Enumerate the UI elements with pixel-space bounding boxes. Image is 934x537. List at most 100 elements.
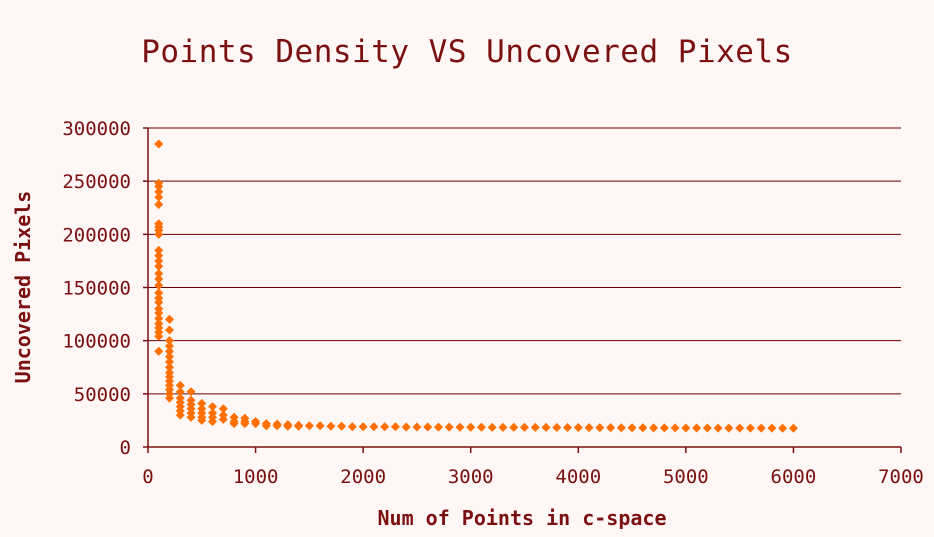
data-point <box>616 423 626 433</box>
data-point <box>584 423 594 433</box>
x-tick-label: 4000 <box>555 466 601 488</box>
data-point <box>165 352 175 362</box>
axes <box>143 127 902 453</box>
data-point <box>649 423 659 433</box>
data-point <box>745 423 755 433</box>
data-point <box>165 314 175 324</box>
y-tick-label: 0 <box>120 437 131 459</box>
data-point <box>412 422 422 432</box>
data-point <box>670 423 680 433</box>
data-point <box>261 421 271 431</box>
data-point <box>380 422 390 432</box>
data-point <box>455 422 465 432</box>
data-point <box>541 422 551 432</box>
data-point <box>423 422 433 432</box>
data-point <box>606 423 616 433</box>
data-point <box>659 423 669 433</box>
data-point <box>627 423 637 433</box>
data-point <box>778 423 788 433</box>
data-point <box>154 313 164 323</box>
x-tick-label: 1000 <box>233 466 279 488</box>
chart-title: Points Density VS Uncovered Pixels <box>141 34 793 70</box>
x-tick-label: 2000 <box>340 466 386 488</box>
data-point <box>487 422 497 432</box>
data-point <box>530 422 540 432</box>
data-point <box>186 387 196 397</box>
data-point <box>713 423 723 433</box>
data-point <box>175 387 185 397</box>
data-point <box>358 422 368 432</box>
data-point <box>573 423 583 433</box>
y-tick-label: 250000 <box>62 171 131 193</box>
data-point <box>218 404 228 414</box>
y-tick-label: 200000 <box>62 224 131 246</box>
data-point <box>251 419 261 429</box>
data-point <box>272 421 282 431</box>
data-point <box>165 393 175 403</box>
data-point <box>154 256 164 266</box>
data-point <box>315 421 325 431</box>
data-point <box>229 419 239 429</box>
data-point <box>788 423 798 433</box>
data-point <box>520 422 529 432</box>
data-point <box>154 346 164 356</box>
data-point <box>466 422 476 432</box>
data-point <box>681 423 691 433</box>
data-point <box>154 229 164 239</box>
data-point <box>154 274 164 284</box>
data-point <box>154 261 164 271</box>
data-point <box>337 421 347 431</box>
x-tick-label: 3000 <box>448 466 494 488</box>
data-point <box>283 421 293 431</box>
grid-lines <box>148 127 901 395</box>
y-tick-label: 150000 <box>62 278 131 300</box>
data-points <box>154 139 798 433</box>
data-point <box>208 402 218 412</box>
tick-labels: 0 50000 100000 150000 200000 250000 300000 0 100… <box>62 118 924 488</box>
x-tick-label: 0 <box>142 466 153 488</box>
data-point <box>154 288 164 298</box>
x-tick-label: 7000 <box>878 466 924 488</box>
data-point <box>735 423 745 433</box>
data-point <box>326 421 336 431</box>
data-point <box>197 398 207 408</box>
data-point <box>509 422 519 432</box>
data-point <box>154 308 164 318</box>
data-point <box>165 325 175 335</box>
data-point <box>154 297 164 307</box>
x-tick-label: 6000 <box>771 466 817 488</box>
data-point <box>208 416 218 426</box>
data-point <box>595 423 605 433</box>
data-point <box>165 362 175 372</box>
data-point <box>498 422 508 432</box>
data-point <box>563 423 573 433</box>
data-point <box>175 410 185 420</box>
data-point <box>186 412 196 422</box>
data-point <box>240 419 250 429</box>
data-point <box>175 380 185 390</box>
data-point <box>638 423 648 433</box>
data-point <box>702 423 712 433</box>
data-point <box>304 421 314 431</box>
data-point <box>154 139 164 149</box>
data-point <box>154 187 164 197</box>
data-point <box>767 423 777 433</box>
data-point <box>154 200 164 210</box>
data-point <box>692 423 702 433</box>
data-point <box>154 245 164 255</box>
data-point <box>724 423 734 433</box>
data-point <box>401 422 411 432</box>
data-point <box>476 422 486 432</box>
data-point <box>154 181 164 191</box>
data-point <box>154 251 164 261</box>
data-point <box>433 422 443 432</box>
data-point <box>154 192 164 202</box>
data-point <box>154 280 164 290</box>
data-point <box>197 415 207 425</box>
y-tick-label: 300000 <box>62 118 131 140</box>
data-point <box>756 423 766 433</box>
x-tick-label: 5000 <box>663 466 709 488</box>
y-axis-title: Uncovered Pixels <box>11 191 35 384</box>
data-point <box>154 269 164 279</box>
